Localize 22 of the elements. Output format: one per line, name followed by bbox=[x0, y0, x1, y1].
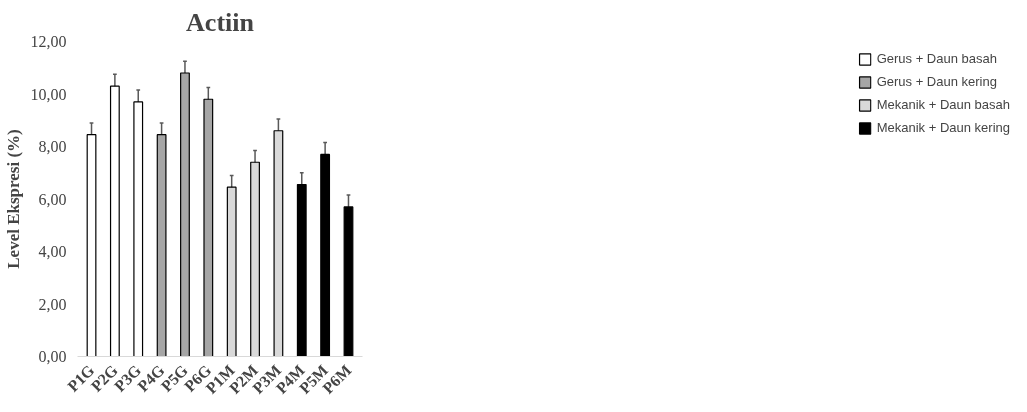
chart-title: Actiin bbox=[186, 7, 255, 37]
y-tick-label: 0,00 bbox=[38, 348, 67, 365]
y-tick-label: 8,00 bbox=[38, 138, 67, 155]
y-tick-label: 4,00 bbox=[38, 243, 67, 260]
bar bbox=[343, 206, 354, 357]
y-axis-title: Level Ekspresi (%) bbox=[3, 129, 23, 269]
y-tick-label: 6,00 bbox=[38, 190, 67, 208]
bar bbox=[86, 134, 97, 357]
bar bbox=[133, 101, 144, 357]
bar bbox=[156, 134, 167, 357]
bar bbox=[203, 98, 214, 357]
bar bbox=[109, 85, 120, 357]
y-tick-label: 10,00 bbox=[30, 85, 67, 103]
legend-label: Gerus + Daun basah bbox=[876, 51, 997, 66]
y-tick-label: 2,00 bbox=[38, 295, 67, 313]
bar bbox=[180, 72, 190, 357]
legend-label: Mekanik + Daun kering bbox=[876, 120, 1010, 135]
bar bbox=[320, 153, 331, 357]
legend-label: Gerus + Daun kering bbox=[876, 74, 997, 89]
legend-label: Mekanik + Daun basah bbox=[876, 97, 1010, 112]
y-tick-label: 12,00 bbox=[30, 33, 67, 50]
bar bbox=[296, 183, 307, 357]
